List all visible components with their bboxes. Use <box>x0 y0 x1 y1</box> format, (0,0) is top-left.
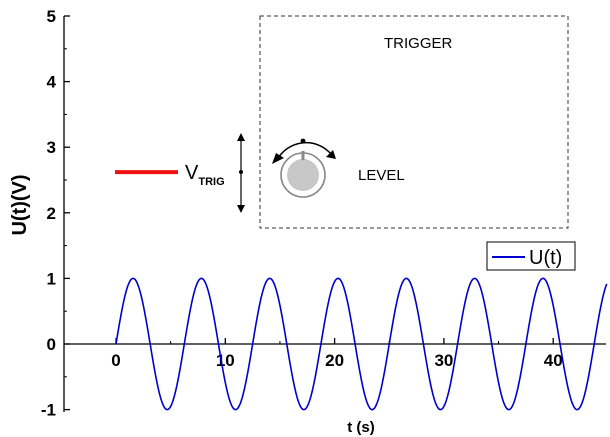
x-ticks: 0 10 20 30 40 <box>111 338 563 370</box>
y-tick-label: 5 <box>47 7 56 26</box>
v-trig-label-sub: TRIG <box>198 176 224 188</box>
x-tick-label: 30 <box>434 351 453 370</box>
x-tick-label: 20 <box>325 351 344 370</box>
v-trig-label-main: V <box>185 162 199 184</box>
level-range-arrow <box>237 133 245 213</box>
x-tick-label: 40 <box>544 351 563 370</box>
level-knob-icon <box>272 138 336 198</box>
trigger-box <box>259 15 569 229</box>
x-tick-label: 0 <box>111 351 120 370</box>
y-ticks: -1 0 1 2 3 4 5 <box>41 7 70 420</box>
y-tick-label: 4 <box>47 73 57 92</box>
trigger-box-title: TRIGGER <box>384 35 453 52</box>
knob-label: LEVEL <box>358 167 405 184</box>
y-tick-label: 2 <box>47 204 56 223</box>
x-tick-label: 10 <box>216 351 235 370</box>
series-line-u-t <box>115 277 608 411</box>
y-tick-label: 1 <box>47 269 56 288</box>
y-tick-label: 3 <box>47 138 56 157</box>
v-trig-label: VTRIG <box>185 162 225 188</box>
legend-label: U(t) <box>529 247 562 269</box>
y-tick-label: -1 <box>41 401 56 420</box>
y-axis-title: U(t)(V) <box>9 174 31 235</box>
legend: U(t) <box>486 241 576 271</box>
y-tick-label: 0 <box>47 335 56 354</box>
x-axis-title: t (s) <box>347 419 375 436</box>
